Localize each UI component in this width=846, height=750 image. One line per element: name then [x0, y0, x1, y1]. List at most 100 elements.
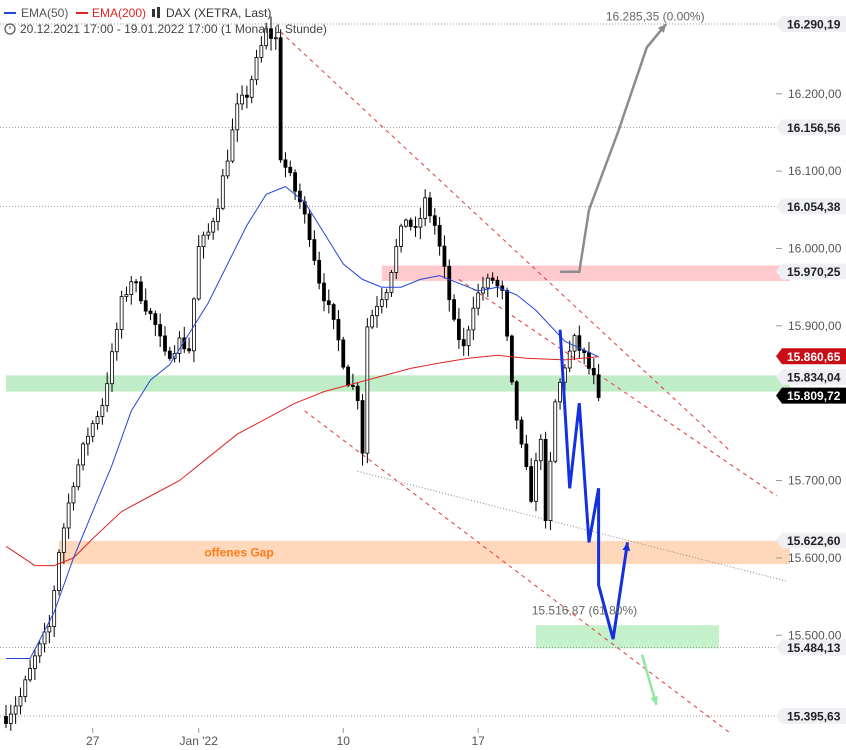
y-tick-label: 16.000,00: [788, 241, 842, 255]
candle-body: [134, 281, 138, 284]
candle-body: [18, 696, 23, 707]
candle-body: [196, 246, 201, 300]
x-tick-label: 17: [471, 734, 485, 748]
y-tick-label: 16.100,00: [788, 164, 842, 178]
price-tag-bg: [776, 16, 846, 32]
candle-body: [587, 352, 591, 369]
price-tag: 16.054,38: [776, 198, 846, 215]
y-tick-label: 15.600,00: [788, 551, 842, 565]
candle-body: [71, 486, 76, 504]
projection-green-arrowhead: [650, 696, 658, 705]
candle-body: [553, 401, 558, 462]
candle-body: [326, 300, 331, 305]
candle-body: [534, 460, 538, 502]
price-tag-label: 15.970,25: [787, 265, 841, 279]
candle-body: [341, 339, 346, 368]
candle-body: [413, 226, 418, 228]
price-tag-label: 16.054,38: [787, 200, 841, 214]
y-tick-label: 16.200,00: [788, 87, 842, 101]
candle-body: [23, 679, 28, 697]
candle-body: [432, 215, 437, 226]
candle-body: [529, 466, 534, 502]
candle-body: [297, 190, 302, 203]
candle-body: [384, 292, 389, 301]
x-tick-label: 10: [337, 734, 351, 748]
candle-body: [220, 175, 225, 209]
projection-blue: [558, 329, 629, 640]
candle-body: [355, 385, 360, 401]
candle-body: [360, 400, 365, 454]
zone-gap-label: offenes Gap: [204, 545, 273, 559]
candle-body: [42, 631, 47, 645]
candle-body: [322, 282, 326, 302]
ema200-line: [5, 354, 599, 567]
price-tag: 15.484,13: [776, 639, 846, 656]
zone-gap: [58, 540, 791, 565]
candle-body: [259, 45, 264, 58]
candle-body: [370, 315, 375, 328]
candle-body: [476, 292, 481, 309]
ema-lines-layer: [5, 186, 599, 659]
candle-body: [206, 231, 211, 236]
candle-body: [167, 350, 172, 359]
candle-body: [249, 79, 254, 98]
candle-body: [28, 668, 32, 681]
candle-body: [273, 37, 278, 40]
candle-body: [110, 351, 114, 385]
projection-blue-arrowhead: [622, 542, 631, 552]
candle-body: [37, 643, 42, 657]
candle-body: [13, 705, 18, 715]
price-tag-bg: [776, 198, 846, 215]
candle-body: [86, 435, 90, 445]
candle-body: [428, 197, 432, 217]
candle-body: [216, 207, 220, 222]
price-tag-label: 15.809,72: [787, 389, 841, 403]
y-tick-label: 15.900,00: [788, 319, 842, 333]
zone-target: [535, 625, 720, 649]
candle-body: [235, 103, 240, 131]
zone-resistance: [381, 265, 790, 281]
candle-body: [119, 296, 124, 330]
channel-lines-layer: [280, 31, 787, 733]
channel-line: [280, 31, 730, 450]
date-range-label: 20.12.2021 17:00 - 19.01.2022 17:00 (1 M…: [20, 22, 327, 36]
candle-body: [490, 277, 495, 281]
candle-body: [543, 438, 548, 522]
candle-body: [57, 552, 61, 592]
price-tag: 15.395,63: [776, 708, 846, 724]
price-tag-bg: [776, 532, 846, 549]
candle-legend-icon: [152, 7, 160, 18]
candle-body: [312, 239, 317, 261]
candle-body: [558, 381, 562, 403]
candle-body: [114, 329, 119, 353]
candle-body: [100, 405, 105, 417]
trend-line: [357, 470, 787, 582]
price-tag-label: 15.484,13: [787, 641, 841, 655]
candle-body: [538, 438, 543, 462]
candle-body: [211, 220, 216, 233]
candle-body: [158, 324, 163, 337]
candle-body: [225, 160, 230, 177]
candle-body: [331, 304, 336, 320]
candle-body: [514, 381, 519, 421]
channel-line: [304, 410, 730, 733]
candle-body: [283, 159, 288, 168]
price-tag: 15.970,25: [776, 263, 846, 280]
candle-body: [47, 626, 52, 633]
ema50-line: [6, 186, 599, 659]
instrument-label: DAX (XETRA, Last): [166, 6, 271, 20]
candle-body: [124, 294, 129, 297]
candle-body: [143, 300, 148, 312]
candle-body: [466, 329, 471, 347]
price-tag: 16.290,19: [776, 16, 846, 32]
candle-body: [577, 335, 582, 351]
price-tag: 15.622,60: [776, 532, 846, 549]
candle-body: [379, 299, 384, 307]
candle-body: [505, 290, 509, 337]
candle-body: [288, 166, 293, 174]
candle-body: [365, 326, 370, 454]
candle-body: [471, 307, 476, 331]
candle-body: [591, 367, 596, 376]
reference-lines-layer: [0, 23, 776, 717]
candle-body: [442, 245, 447, 267]
